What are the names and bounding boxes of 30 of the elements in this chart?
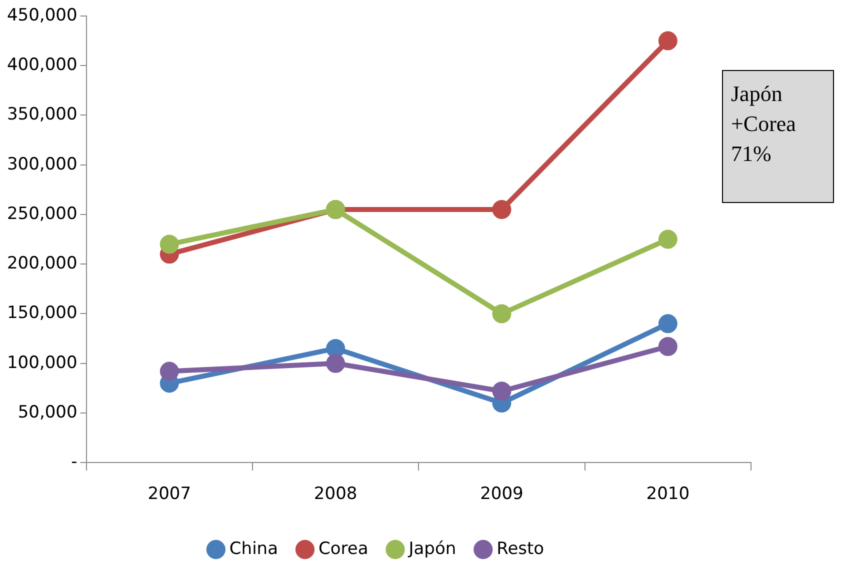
point xyxy=(160,362,179,381)
annotation: Japón +Corea 71% xyxy=(722,70,834,203)
y-tick-label: 400,000 xyxy=(6,55,78,76)
y-tick-label: 50,000 xyxy=(18,402,78,422)
legend-label: China xyxy=(229,538,278,559)
point xyxy=(658,336,678,356)
x-tick-label: 2008 xyxy=(314,484,358,504)
point xyxy=(492,200,512,220)
y-tick-label: 450,000 xyxy=(6,5,78,26)
y-tick-label: 100,000 xyxy=(6,352,78,373)
x-tick-label: 2010 xyxy=(646,484,690,504)
point xyxy=(492,304,512,324)
point xyxy=(326,354,346,373)
point xyxy=(658,314,678,334)
point xyxy=(658,31,678,50)
y-tick-label: 150,000 xyxy=(6,303,78,324)
legend-label: Corea xyxy=(318,538,368,559)
y-tick-label: 200,000 xyxy=(6,254,78,274)
point xyxy=(160,234,179,254)
x-tick-label: 2009 xyxy=(480,484,524,504)
point xyxy=(326,338,346,358)
y-tick-label: 350,000 xyxy=(6,104,78,125)
y-tick-label: - xyxy=(71,452,78,472)
point xyxy=(492,382,512,401)
y-tick-label: 250,000 xyxy=(6,204,78,224)
legend-label: Resto xyxy=(496,538,544,559)
point xyxy=(658,230,678,249)
y-tick-label: 300,000 xyxy=(6,154,78,174)
legend-label: Japón xyxy=(408,538,456,559)
x-tick-label: 2007 xyxy=(148,484,192,504)
